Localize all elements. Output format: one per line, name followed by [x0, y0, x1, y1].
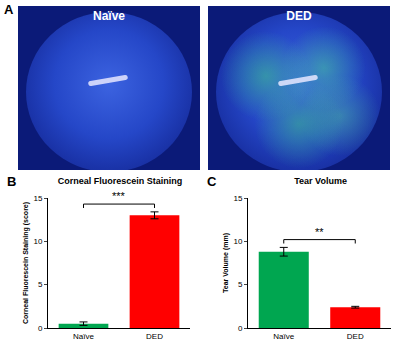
svg-text:Naïve: Naïve	[73, 332, 94, 341]
svg-text:Corneal Fluorescein Staining: Corneal Fluorescein Staining	[58, 176, 183, 186]
svg-text:B: B	[7, 174, 16, 189]
svg-text:5: 5	[38, 280, 43, 289]
svg-text:10: 10	[233, 237, 242, 246]
svg-text:DED: DED	[146, 332, 163, 341]
svg-text:10: 10	[33, 237, 42, 246]
svg-text:15: 15	[233, 194, 242, 203]
svg-text:Tear Volume (mm): Tear Volume (mm)	[222, 233, 230, 293]
svg-text:DED: DED	[347, 332, 364, 341]
svg-text:15: 15	[33, 194, 42, 203]
svg-text:5: 5	[238, 280, 243, 289]
svg-text:0: 0	[38, 324, 43, 333]
svg-text:***: ***	[112, 190, 126, 202]
svg-text:Naïve: Naïve	[273, 332, 294, 341]
svg-text:Corneal Fluorescein Staining (: Corneal Fluorescein Staining (score)	[22, 202, 30, 324]
svg-text:0: 0	[238, 324, 243, 333]
html-text:Naïve: Naïve	[93, 9, 125, 23]
svg-text:**: **	[315, 226, 324, 238]
html-text:A: A	[4, 2, 14, 17]
svg-text:Tear Volume: Tear Volume	[294, 176, 347, 186]
html-text:DED: DED	[286, 9, 312, 23]
svg-text:C: C	[207, 174, 217, 189]
